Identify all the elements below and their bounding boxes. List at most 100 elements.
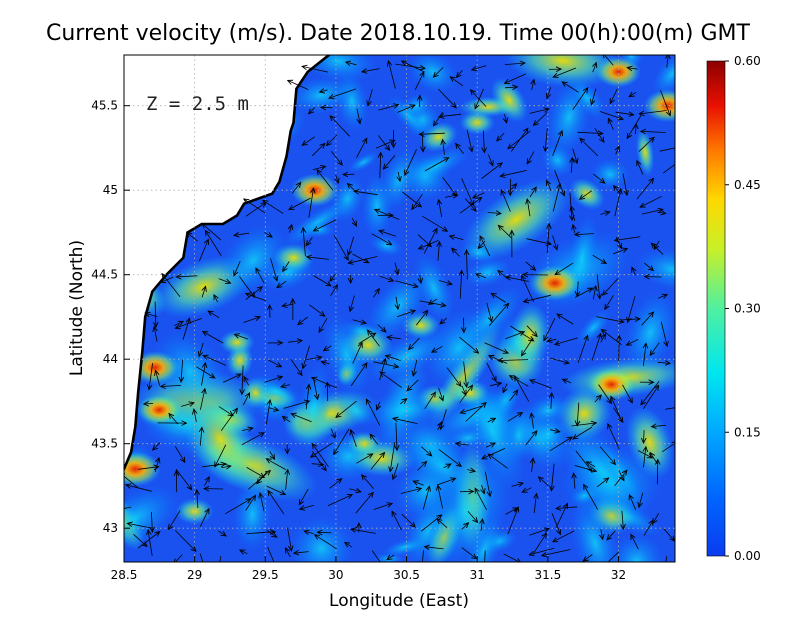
current-arrow bbox=[629, 92, 637, 96]
current-arrow bbox=[553, 530, 575, 542]
current-arrow bbox=[432, 345, 443, 352]
current-arrow bbox=[320, 90, 328, 92]
current-arrow bbox=[460, 271, 462, 299]
current-arrow bbox=[407, 379, 419, 391]
x-axis-label: Longitude (East) bbox=[329, 591, 469, 611]
current-arrow bbox=[480, 236, 491, 257]
current-arrow bbox=[611, 396, 623, 422]
current-arrow bbox=[483, 130, 484, 153]
current-arrow bbox=[461, 178, 474, 206]
current-arrow bbox=[306, 357, 322, 360]
current-arrow bbox=[643, 343, 646, 366]
current-arrow bbox=[563, 379, 572, 383]
current-arrow bbox=[290, 225, 292, 233]
current-arrow bbox=[657, 362, 670, 363]
velocity-patch bbox=[403, 146, 470, 185]
y-tick-label: 44 bbox=[103, 352, 118, 366]
current-arrow bbox=[573, 426, 593, 439]
current-arrow bbox=[371, 233, 392, 245]
current-arrow bbox=[368, 89, 373, 105]
current-arrow bbox=[291, 183, 300, 194]
current-arrow bbox=[350, 363, 367, 387]
current-arrow bbox=[330, 285, 338, 296]
current-arrow bbox=[650, 342, 660, 356]
current-arrow bbox=[571, 158, 572, 173]
current-arrow bbox=[600, 212, 610, 215]
current-arrow bbox=[180, 403, 194, 407]
current-arrow bbox=[203, 332, 224, 344]
current-arrow bbox=[234, 334, 249, 340]
current-arrow bbox=[312, 166, 326, 169]
current-arrow bbox=[551, 463, 554, 491]
velocity-patch bbox=[623, 290, 675, 376]
current-arrow bbox=[644, 430, 645, 443]
velocity-hotspot bbox=[529, 265, 581, 301]
current-arrow bbox=[551, 513, 560, 534]
current-arrow bbox=[508, 130, 531, 149]
current-arrow bbox=[162, 274, 181, 298]
current-arrow bbox=[377, 401, 380, 410]
current-arrow bbox=[287, 527, 292, 551]
current-arrow bbox=[311, 144, 325, 157]
current-arrow bbox=[471, 90, 487, 107]
current-arrow bbox=[309, 107, 316, 114]
current-arrow bbox=[577, 281, 578, 297]
current-arrow bbox=[437, 478, 455, 486]
velocity-patch bbox=[464, 258, 511, 288]
x-tick-label: 29 bbox=[187, 568, 202, 582]
current-arrow bbox=[270, 258, 278, 281]
current-arrow bbox=[375, 210, 400, 220]
current-arrow bbox=[529, 547, 555, 555]
current-arrow bbox=[438, 387, 443, 401]
current-arrow bbox=[220, 408, 237, 431]
velocity-patch bbox=[635, 248, 675, 291]
current-arrow bbox=[597, 274, 600, 298]
x-tick-label: 32 bbox=[611, 568, 626, 582]
current-arrow bbox=[315, 535, 337, 550]
current-arrow bbox=[313, 275, 330, 286]
current-arrow bbox=[169, 414, 179, 425]
current-arrow bbox=[155, 301, 156, 328]
current-arrow bbox=[657, 212, 665, 213]
chart-title: Current velocity (m/s). Date 2018.10.19.… bbox=[46, 21, 751, 46]
current-arrow bbox=[354, 191, 378, 196]
current-arrow bbox=[644, 262, 653, 271]
velocity-patch bbox=[528, 414, 569, 455]
current-arrow bbox=[388, 61, 396, 89]
current-arrow bbox=[373, 289, 379, 298]
current-arrow bbox=[260, 493, 265, 512]
x-tick-label: 30 bbox=[328, 568, 343, 582]
current-arrow bbox=[304, 531, 314, 534]
current-arrow bbox=[203, 355, 227, 366]
current-arrow bbox=[246, 294, 267, 302]
velocity-hotspot bbox=[401, 312, 440, 339]
current-arrow bbox=[289, 197, 311, 210]
current-arrow bbox=[294, 552, 309, 554]
current-arrow bbox=[424, 158, 449, 172]
current-arrow bbox=[379, 231, 396, 237]
current-arrow bbox=[392, 511, 402, 531]
current-arrow bbox=[459, 197, 482, 214]
y-tick-label: 43.5 bbox=[91, 437, 118, 451]
velocity-hotspot bbox=[272, 243, 315, 273]
current-arrow bbox=[248, 471, 270, 490]
current-arrow bbox=[482, 484, 485, 494]
current-arrow bbox=[286, 548, 291, 558]
velocity-patch bbox=[652, 55, 675, 96]
current-arrow bbox=[511, 483, 523, 486]
current-arrow bbox=[456, 443, 469, 445]
current-arrow bbox=[352, 343, 362, 364]
current-arrow bbox=[593, 63, 597, 73]
current-arrow bbox=[205, 231, 222, 256]
x-tick-label: 31.5 bbox=[534, 568, 561, 582]
y-tick-label: 43 bbox=[103, 521, 118, 535]
current-arrow bbox=[586, 462, 596, 468]
current-arrow bbox=[612, 249, 627, 255]
current-arrow bbox=[450, 236, 464, 240]
current-arrow bbox=[610, 89, 618, 103]
current-arrow bbox=[522, 337, 534, 356]
current-arrow bbox=[663, 528, 675, 541]
current-arrow bbox=[608, 118, 614, 130]
current-arrow bbox=[641, 131, 666, 132]
current-arrow bbox=[527, 151, 535, 164]
